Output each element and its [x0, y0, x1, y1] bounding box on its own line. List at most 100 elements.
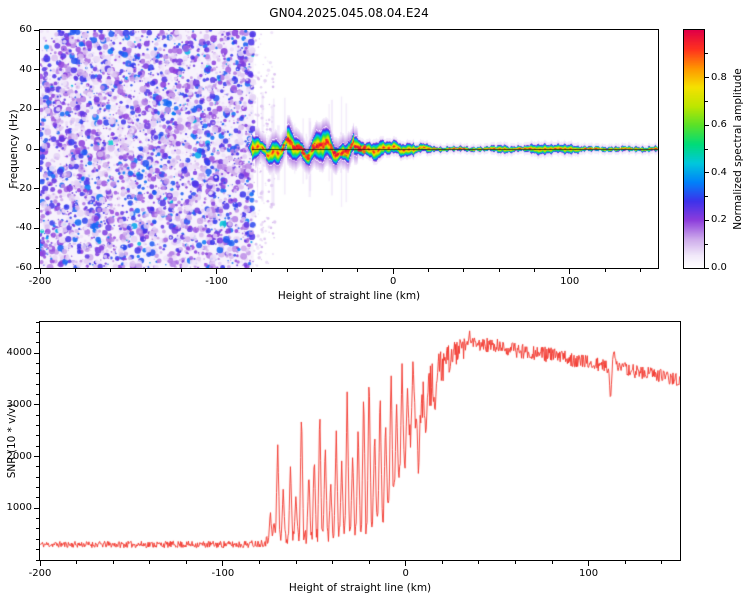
tick-mark [34, 404, 39, 406]
tick-mark [332, 561, 334, 564]
tick-label: -20 [15, 182, 32, 194]
tick-mark [286, 269, 288, 272]
tick-mark [36, 321, 39, 323]
tick-label: 100 [560, 276, 580, 287]
chart-title: GN04.2025.045.08.04.E24 [269, 6, 429, 20]
tick-mark [34, 69, 39, 71]
tick-mark [705, 172, 709, 174]
tick-label: 1000 [6, 502, 32, 514]
tick-mark [39, 269, 41, 274]
tick-mark [705, 267, 709, 269]
tick-mark [36, 393, 39, 395]
tick-mark [34, 188, 39, 190]
colorbar-label: Normalized spectral amplitude [732, 68, 744, 230]
tick-mark [705, 219, 709, 221]
tick-mark [34, 267, 39, 269]
tick-mark [34, 148, 39, 150]
spectrogram-canvas [40, 30, 658, 268]
snr-canvas [40, 322, 680, 560]
tick-mark [36, 445, 39, 447]
tick-mark [36, 487, 39, 489]
tick-mark [36, 331, 39, 333]
tick-mark [36, 414, 39, 416]
tick-mark [498, 269, 500, 272]
height-axis-label-bottom: Height of straight line (km) [288, 582, 432, 594]
tick-mark [368, 561, 370, 564]
tick-mark [216, 269, 218, 274]
tick-label: 60 [19, 24, 32, 35]
tick-mark [36, 342, 39, 344]
tick-mark [639, 269, 641, 272]
tick-label: 0.6 [711, 119, 727, 131]
tick-mark [76, 561, 78, 564]
tick-mark [36, 128, 39, 130]
tick-mark [705, 243, 708, 245]
tick-label: 2000 [6, 450, 32, 462]
tick-mark [705, 196, 708, 198]
snr-axis-label: SNR (10 * v/v) [6, 403, 18, 479]
tick-mark [36, 497, 39, 499]
tick-mark [185, 561, 187, 564]
tick-mark [36, 362, 39, 364]
tick-label: 20 [19, 103, 32, 115]
tick-mark [36, 168, 39, 170]
tick-label: -40 [15, 222, 32, 234]
tick-label: -200 [28, 568, 52, 579]
tick-mark [145, 269, 147, 272]
tick-mark [463, 269, 465, 272]
tick-mark [36, 466, 39, 468]
tick-label: -100 [211, 568, 235, 579]
tick-mark [705, 77, 709, 79]
tick-mark [604, 269, 606, 272]
tick-mark [149, 561, 151, 564]
tick-mark [110, 269, 112, 272]
tick-label: 0.2 [711, 214, 727, 226]
tick-label: -60 [15, 262, 32, 273]
tick-mark [36, 476, 39, 478]
tick-mark [36, 383, 39, 385]
tick-mark [36, 559, 39, 561]
tick-mark [478, 561, 480, 564]
tick-mark [661, 561, 663, 564]
tick-mark [36, 208, 39, 209]
tick-mark [405, 561, 407, 566]
tick-mark [427, 269, 429, 272]
tick-mark [34, 352, 39, 354]
tick-label: 3000 [6, 398, 32, 410]
tick-mark [588, 561, 590, 566]
tick-label: 0 [389, 276, 397, 287]
tick-mark [36, 435, 39, 437]
tick-mark [74, 269, 76, 272]
tick-mark [39, 561, 41, 566]
tick-mark [34, 108, 39, 110]
tick-label: 0 [402, 568, 409, 579]
tick-mark [36, 373, 39, 375]
tick-label: 0 [25, 143, 32, 154]
tick-label: 0.4 [711, 166, 727, 178]
tick-mark [36, 247, 39, 249]
tick-mark [705, 100, 708, 102]
tick-label: 0.8 [711, 71, 727, 83]
tick-label: 40 [19, 63, 32, 75]
tick-mark [34, 507, 39, 509]
tick-mark [36, 549, 39, 551]
tick-mark [514, 561, 516, 564]
tick-mark [36, 528, 39, 530]
tick-mark [251, 269, 253, 272]
tick-mark [357, 269, 359, 272]
tick-mark [441, 561, 443, 564]
tick-mark [34, 227, 39, 229]
colorbar-canvas [684, 30, 704, 268]
tick-mark [36, 89, 39, 90]
tick-mark [180, 269, 182, 272]
tick-mark [295, 561, 297, 564]
tick-mark [569, 269, 571, 274]
tick-label: 4000 [6, 347, 32, 359]
tick-mark [36, 424, 39, 426]
height-axis-label-top: Height of straight line (km) [277, 290, 421, 302]
tick-mark [705, 53, 708, 55]
tick-label: 100 [579, 568, 599, 579]
tick-label: -100 [205, 276, 228, 287]
tick-mark [36, 538, 39, 540]
